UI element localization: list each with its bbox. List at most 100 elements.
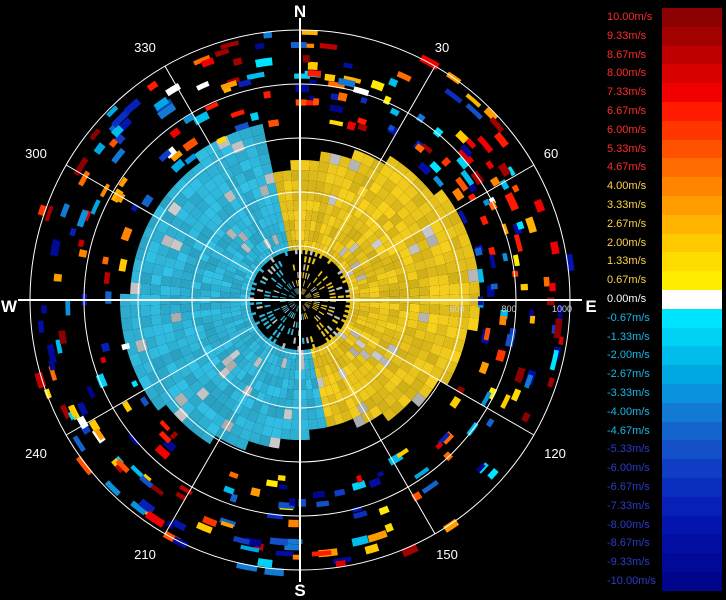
velocity-echo-cell: [276, 331, 281, 339]
velocity-echo-cell: [251, 400, 263, 413]
velocity-echo-cell: [190, 162, 206, 178]
velocity-echo-cell: [359, 349, 371, 361]
velocity-echo-cell: [488, 246, 496, 256]
velocity-echo-cell: [355, 353, 367, 365]
velocity-echo-cell: [295, 84, 310, 93]
velocity-echo-cell: [347, 333, 358, 344]
velocity-echo-cell: [292, 264, 296, 271]
velocity-echo-cell: [169, 127, 181, 139]
velocity-echo-cell: [395, 348, 408, 360]
velocity-echo-cell: [348, 346, 360, 358]
velocity-echo-cell: [188, 177, 204, 193]
velocity-echo-cell: [335, 243, 345, 254]
azimuth-label-30: 30: [435, 40, 449, 55]
velocity-echo-cell: [353, 206, 365, 220]
velocity-echo-cell: [474, 247, 483, 257]
velocity-echo-cell: [428, 313, 440, 325]
velocity-echo-cell: [166, 340, 180, 353]
velocity-echo-cell: [233, 250, 245, 261]
velocity-echo-cell: [448, 236, 462, 251]
velocity-echo-cell: [353, 269, 365, 278]
velocity-echo-cell: [179, 345, 193, 357]
velocity-echo-cell: [223, 485, 235, 495]
velocity-echo-cell: [195, 400, 210, 415]
velocity-echo-cell: [180, 303, 191, 313]
velocity-echo-cell: [418, 186, 434, 202]
velocity-echo-cell: [441, 156, 452, 167]
velocity-echo-cell: [330, 206, 341, 218]
velocity-echo-cell: [369, 302, 380, 309]
velocity-echo-cell: [220, 144, 235, 159]
velocity-echo-cell: [151, 356, 166, 371]
velocity-echo-cell: [301, 288, 304, 295]
legend-entry: -4.67m/s: [606, 421, 724, 441]
legend-swatch: [662, 478, 722, 497]
legend-label: 7.33m/s: [607, 86, 647, 99]
velocity-echo-cell: [355, 250, 367, 261]
velocity-echo-cell: [254, 42, 265, 50]
legend-entry: -2.67m/s: [606, 365, 724, 384]
velocity-echo-cell: [248, 291, 255, 296]
velocity-echo-cell: [273, 171, 284, 183]
velocity-echo-cell: [337, 187, 349, 200]
velocity-echo-cell: [359, 292, 370, 298]
velocity-echo-cell: [192, 348, 205, 360]
velocity-echo-cell: [144, 385, 160, 401]
velocity-echo-cell: [366, 316, 378, 325]
legend-swatch: [662, 534, 722, 554]
velocity-echo-cell: [194, 147, 210, 163]
velocity-echo-cell: [334, 391, 345, 404]
velocity-echo-cell: [195, 258, 208, 270]
legend-label: -4.00m/s: [607, 405, 650, 418]
velocity-echo-cell: [309, 95, 315, 101]
velocity-echo-cell: [322, 275, 328, 282]
velocity-echo-cell: [160, 234, 175, 248]
velocity-echo-cell: [409, 287, 420, 297]
velocity-echo-cell: [135, 247, 148, 262]
velocity-echo-cell: [286, 200, 294, 211]
velocity-echo-cell: [388, 309, 400, 318]
legend-swatch: [662, 177, 722, 196]
velocity-echo-cell: [339, 274, 347, 280]
velocity-echo-cell: [366, 340, 378, 351]
velocity-echo-cell: [314, 367, 323, 379]
velocity-echo-cell: [402, 213, 417, 228]
velocity-echo-cell: [348, 285, 360, 292]
velocity-echo-cell: [452, 338, 465, 353]
velocity-echo-cell: [264, 172, 276, 185]
velocity-echo-cell: [478, 361, 490, 375]
velocity-echo-cell: [283, 220, 291, 232]
velocity-echo-cell: [360, 330, 372, 340]
velocity-echo-cell: [244, 336, 256, 347]
velocity-echo-cell: [419, 286, 430, 296]
velocity-echo-cell: [114, 191, 126, 204]
velocity-echo-cell: [362, 360, 375, 372]
legend-entry: 8.67m/s: [606, 45, 724, 65]
velocity-echo-cell: [330, 93, 340, 101]
velocity-echo-cell: [212, 319, 224, 328]
velocity-echo-cell: [352, 246, 363, 257]
velocity-echo-cell: [415, 113, 426, 124]
velocity-echo-cell: [543, 276, 550, 287]
velocity-echo-cell: [230, 255, 242, 265]
velocity-echo-cell: [209, 200, 223, 214]
velocity-echo-cell: [240, 544, 260, 553]
velocity-echo-cell: [242, 361, 253, 373]
velocity-echo-cell: [222, 275, 234, 284]
velocity-echo-cell: [265, 384, 276, 397]
velocity-echo-cell: [212, 272, 224, 281]
velocity-echo-cell: [247, 409, 259, 423]
velocity-echo-cell: [309, 220, 317, 232]
velocity-echo-cell: [170, 238, 184, 252]
velocity-echo-cell: [290, 419, 300, 431]
legend-swatch: [662, 45, 722, 65]
velocity-echo-cell: [267, 268, 274, 275]
velocity-echo-cell: [349, 305, 360, 311]
velocity-echo-cell: [104, 480, 121, 497]
velocity-echo-cell: [247, 364, 258, 377]
velocity-echo-cell: [452, 221, 467, 237]
velocity-echo-cell: [225, 228, 238, 240]
velocity-echo-cell: [291, 291, 296, 296]
velocity-echo-cell: [330, 403, 341, 416]
velocity-echo-cell: [158, 430, 172, 444]
